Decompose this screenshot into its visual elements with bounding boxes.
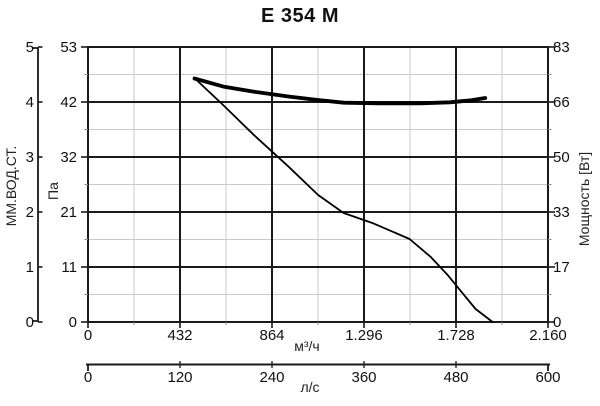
ls-axis — [86, 361, 550, 371]
tick-label: 240 — [259, 369, 284, 386]
tick-label: 1 — [26, 259, 34, 276]
power-curve — [192, 76, 488, 106]
tick-label: 2 — [26, 204, 34, 221]
tick-label: 1.728 — [437, 327, 475, 344]
tick-label: 480 — [443, 369, 468, 386]
tick-label: 53 — [60, 39, 77, 56]
mm-axis — [33, 46, 43, 323]
axis-title-ls: л/с — [300, 379, 320, 395]
tick-label: 4 — [26, 94, 34, 111]
tick-label: 83 — [553, 39, 570, 56]
axis-title-power: Мощность [Вт] — [576, 151, 592, 247]
tick-label: 32 — [60, 149, 77, 166]
grid-minor — [88, 47, 548, 322]
tick-label: 0 — [553, 314, 561, 331]
tick-label: 33 — [553, 204, 570, 221]
tick-label: 50 — [553, 149, 570, 166]
tick-label: 11 — [61, 259, 77, 276]
tick-label: 120 — [167, 369, 192, 386]
tick-label: 5 — [26, 39, 34, 56]
axis-ticks — [81, 46, 555, 328]
tick-label: 864 — [259, 327, 284, 344]
tick-label: 42 — [60, 94, 77, 111]
tick-label: 600 — [535, 369, 560, 386]
axis-title-pa: Па — [45, 182, 61, 200]
tick-label: 66 — [553, 94, 570, 111]
tick-label: 17 — [553, 259, 570, 276]
tick-label: 0 — [26, 314, 34, 331]
tick-label: 3 — [26, 149, 34, 166]
tick-label: 0 — [84, 327, 92, 344]
tick-label: 1.296 — [345, 327, 383, 344]
tick-label: 432 — [167, 327, 192, 344]
tick-label: 0 — [69, 314, 77, 331]
chart-title: E 354 M — [261, 5, 339, 27]
tick-label: 2.160 — [529, 327, 567, 344]
tick-label: 360 — [351, 369, 376, 386]
axis-title-m3h: м³/ч — [294, 338, 320, 354]
tick-label: 0 — [84, 369, 92, 386]
tick-label: 21 — [60, 204, 77, 221]
pressure-curve — [193, 77, 494, 323]
axis-title-mm-vod-st: ММ.ВОД.СТ. — [3, 145, 19, 227]
